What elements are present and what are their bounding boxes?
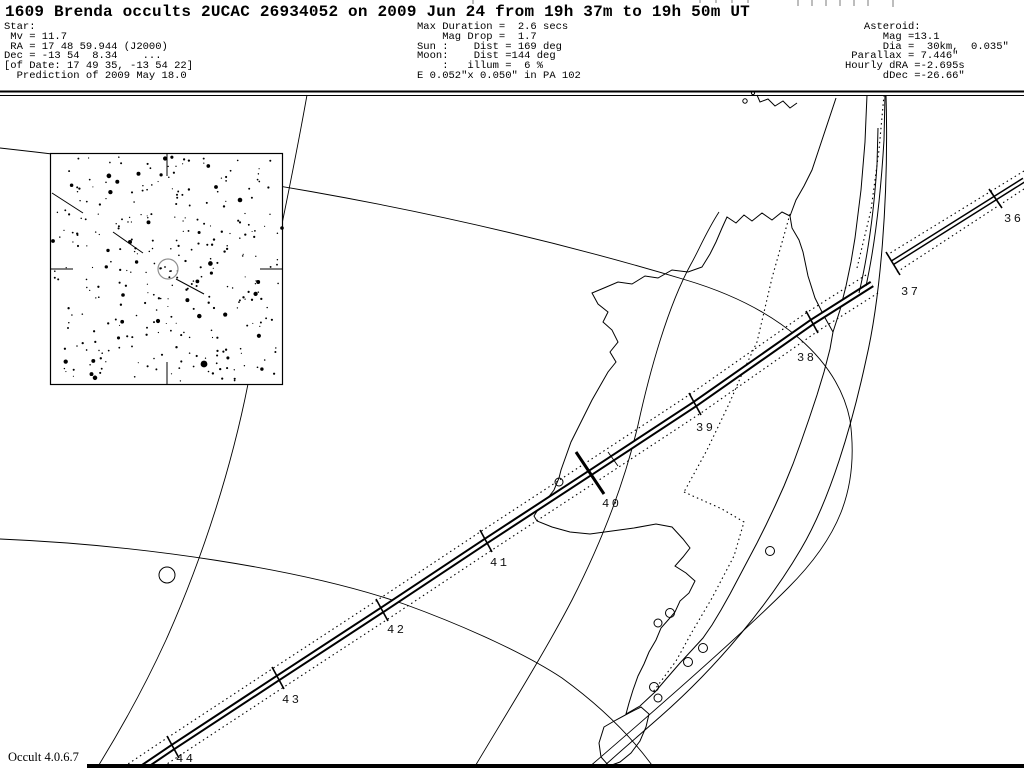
latitude-line: [0, 538, 655, 768]
asteroid-info-line: Dia = 30km, 0.035": [845, 40, 1009, 53]
cape-york-coast: [789, 97, 837, 217]
event-info-block: Max Duration = 2.6 secs Mag Drop = 1.7 S…: [417, 21, 581, 82]
page-title: 1609 Brenda occults 2UCAC 26934052 on 20…: [5, 3, 750, 21]
path-minute-label: 42: [387, 623, 406, 637]
asteroid-info-block: Asteroid: Mag =13.1 Dia = 30km, 0.035" P…: [845, 21, 1009, 82]
minute-tick-42: [375, 598, 389, 622]
header-separator: [0, 90, 1024, 96]
star-info-line: Star:: [4, 21, 36, 33]
island: [750, 90, 756, 96]
app-version-label: Occult 4.0.6.7: [8, 750, 79, 764]
asteroid-info-line: dDec =-26.66": [845, 69, 965, 82]
target-star-circle: [157, 258, 179, 280]
star-info-line: Dec = -13 54 8.34 ...: [4, 50, 162, 63]
bright-stars: [51, 185, 284, 368]
australia-coastline: [533, 90, 868, 767]
minute-tick-43: [271, 666, 285, 690]
path-uncertainty-limit-north: [121, 274, 867, 768]
path-minute-label: 39: [696, 421, 715, 435]
bottom-status-bar: [87, 764, 1024, 768]
path-minute-label: 37: [901, 285, 920, 299]
clipped-edge-marks: [472, 0, 894, 7]
new-guinea-coast: [756, 94, 798, 109]
tasmania-coastline: [598, 706, 650, 767]
finder-chart-inset: [49, 152, 284, 386]
star-info-line: [of Date: 17 49 35, -13 54 22]: [4, 60, 194, 73]
path-minute-label: 36: [1004, 212, 1023, 226]
star-info-line: RA = 17 48 59.944 (J2000): [4, 40, 168, 53]
island: [742, 98, 748, 104]
event-info-line: : illum = 6 %: [417, 60, 544, 73]
minute-tick-36: [988, 188, 1003, 209]
minute-tick-38: [805, 310, 819, 334]
asteroid-info-line: Parallax = 7.446": [845, 50, 959, 63]
state-borders: [652, 94, 885, 693]
path-uncertainty-limit-south: [160, 292, 879, 768]
asteroid-info-line: Asteroid:: [845, 21, 921, 33]
path-minute-label: 40: [602, 497, 621, 511]
minute-tick-40-event-bar: [574, 451, 606, 495]
starfield-dots: [53, 155, 279, 382]
minute-tick-41: [479, 529, 493, 553]
asteroid-info-line: Mag =13.1: [845, 30, 940, 43]
path-minute-label: 41: [490, 556, 509, 570]
minute-tick-44: [166, 735, 180, 759]
asteroid-info-line: Hourly dRA =-2.695s: [845, 60, 965, 73]
path-minute-label: 44: [176, 752, 195, 766]
path-minute-label: 38: [797, 351, 816, 365]
event-info-line: E 0.052"x 0.050" in PA 102: [417, 69, 581, 82]
event-info-line: Mag Drop = 1.7: [417, 30, 537, 43]
event-info-line: Sun : Dist = 169 deg: [417, 40, 562, 53]
chart-motion-lines: [51, 192, 205, 295]
event-info-line: Max Duration = 2.6 secs: [417, 21, 569, 33]
path-minute-labels: 36 37 38 39 40 41 42 43 44: [176, 212, 1023, 766]
lone-circle-marker: [158, 566, 176, 584]
event-info-line: Moon: Dist =144 deg: [417, 50, 556, 63]
star-info-block: Star: Mv = 11.7 RA = 17 48 59.944 (J2000…: [4, 21, 194, 82]
earth-limb: [601, 94, 888, 768]
path-minute-label: 43: [282, 693, 301, 707]
star-info-line: Mv = 11.7: [4, 30, 68, 43]
meridian-line: [473, 211, 720, 768]
minute-tick-37: [885, 251, 901, 276]
cape-york-coast: [832, 94, 868, 333]
star-info-line: Prediction of 2009 May 18.0: [4, 69, 187, 82]
city-markers: [554, 477, 775, 703]
minute-tick-39: [688, 392, 702, 416]
chart-edge-ticks: [50, 153, 283, 385]
path-minute-ticks: [166, 188, 1003, 759]
